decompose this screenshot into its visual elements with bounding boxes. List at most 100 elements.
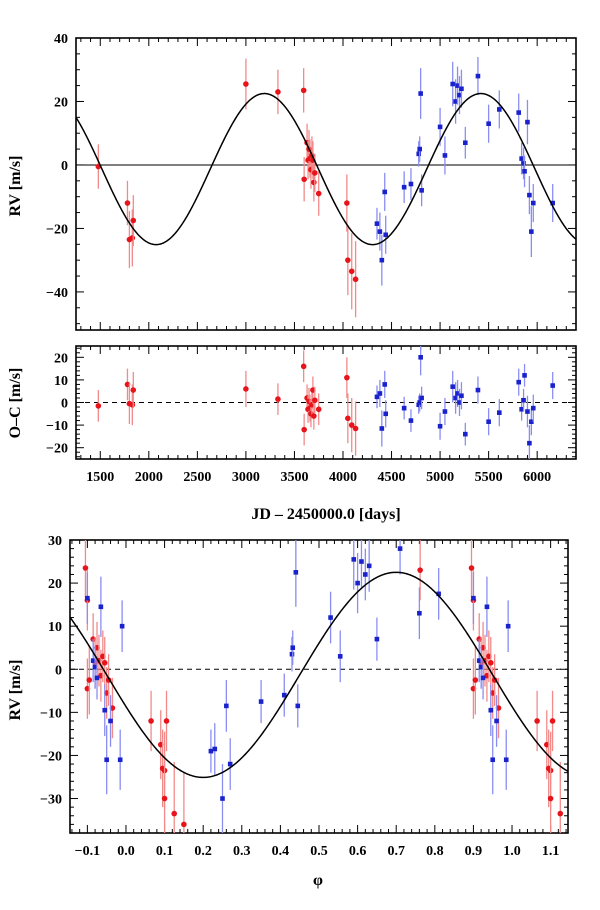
y-tick-label: 10: [54, 374, 68, 389]
x-tick-label: 0.9: [465, 844, 483, 859]
data-point: [457, 92, 462, 98]
data-point: [382, 382, 388, 387]
data-point: [478, 664, 484, 670]
y-tick-label: 30: [48, 534, 62, 549]
data-point: [82, 565, 89, 571]
data-point: [534, 718, 540, 724]
data-point: [374, 394, 380, 400]
data-point: [550, 200, 555, 206]
data-point: [530, 200, 536, 206]
data-point: [243, 81, 249, 87]
data-point: [227, 761, 233, 767]
rv-time-panel: −40 −20 0 20 40: [46, 32, 577, 331]
x-tick-label: 3500: [280, 470, 308, 485]
data-point: [417, 400, 422, 405]
data-point: [487, 660, 494, 666]
data-point: [379, 257, 385, 263]
data-point: [494, 718, 499, 724]
data-point: [408, 181, 414, 187]
model-curve: [70, 571, 568, 779]
data-point: [450, 81, 455, 87]
data-point: [119, 623, 125, 629]
data-point: [290, 645, 296, 651]
data-point: [337, 654, 343, 659]
data-point: [484, 604, 490, 610]
data-point: [437, 124, 443, 130]
data-point: [129, 235, 136, 241]
data-point: [497, 410, 502, 415]
plot-area: [76, 57, 576, 318]
data-point: [476, 658, 482, 663]
data-point: [355, 580, 360, 586]
y-tick-label: 20: [48, 577, 62, 592]
data-point: [312, 397, 318, 404]
plot-frame: [75, 37, 577, 331]
data-point: [351, 557, 357, 562]
xlabel-days: JD – 2450000.0 [days]: [251, 506, 400, 523]
data-point: [348, 268, 355, 275]
y-tick-label: −20: [46, 442, 68, 457]
data-point: [130, 387, 137, 393]
x-tick-label: 2500: [183, 470, 211, 485]
ylabel-residuals: O–C [m/s]: [7, 368, 24, 439]
y-tick-label: 0: [61, 397, 68, 412]
data-point: [475, 387, 481, 393]
data-point: [281, 692, 287, 698]
data-point: [383, 232, 389, 238]
data-point: [224, 703, 229, 709]
data-point: [486, 121, 491, 126]
x-tick-label: 3000: [232, 470, 260, 485]
data-point: [521, 161, 526, 166]
ylabel-rv-phase: RV [m/s]: [7, 660, 24, 721]
y-tick-label: 20: [54, 351, 68, 366]
data-point: [468, 565, 475, 571]
data-point: [374, 636, 380, 642]
series-dataset-1: [95, 350, 359, 456]
data-point: [417, 567, 423, 573]
data-point: [471, 595, 476, 601]
data-point: [345, 257, 351, 263]
data-point: [363, 572, 368, 577]
x-tick-label: 1.0: [503, 844, 521, 859]
data-point: [243, 386, 249, 392]
data-point: [130, 217, 137, 224]
data-point: [379, 426, 385, 431]
data-point: [311, 413, 317, 419]
data-point: [181, 821, 187, 828]
x-tick-label: 0.7: [387, 844, 405, 859]
x-tick-label: 4000: [329, 470, 357, 485]
x-tick-label: 4500: [378, 470, 406, 485]
series-dataset-1: [95, 58, 359, 318]
data-point: [311, 179, 317, 186]
data-point: [301, 426, 307, 433]
data-point: [312, 170, 318, 176]
model-curve: [76, 92, 576, 246]
data-point: [497, 107, 502, 112]
y-tick-label: −10: [46, 419, 68, 434]
data-point: [275, 89, 281, 95]
data-point: [419, 188, 424, 193]
data-point: [315, 406, 322, 413]
data-point: [450, 384, 455, 389]
y-tick-label: 0: [55, 663, 62, 678]
data-point: [418, 355, 423, 360]
data-point: [418, 91, 423, 96]
residuals-panel: −20 −10 0 10 20 1500 2000 2500 3000 3500 4000 4500 5…: [46, 345, 577, 485]
data-point: [300, 363, 307, 370]
data-point: [352, 276, 359, 283]
data-point: [480, 675, 486, 681]
data-point: [124, 200, 131, 206]
data-point: [472, 677, 479, 683]
data-point: [453, 99, 458, 104]
x-tick-label: 5500: [475, 470, 503, 485]
x-tick-label: 6000: [523, 470, 551, 485]
data-point: [220, 796, 225, 801]
x-tick-label: 2000: [135, 470, 163, 485]
data-point: [486, 419, 491, 425]
rv-phase-panel: −30 −20 −10 0 10 20 30 −0.1 0.0 0.1 0.2 0.3 0.4 0.5 0.…: [40, 534, 569, 859]
data-point: [401, 405, 407, 411]
x-tick-label: 0.8: [426, 844, 444, 859]
data-point: [315, 190, 322, 197]
data-point: [529, 229, 534, 234]
data-point: [289, 651, 295, 657]
